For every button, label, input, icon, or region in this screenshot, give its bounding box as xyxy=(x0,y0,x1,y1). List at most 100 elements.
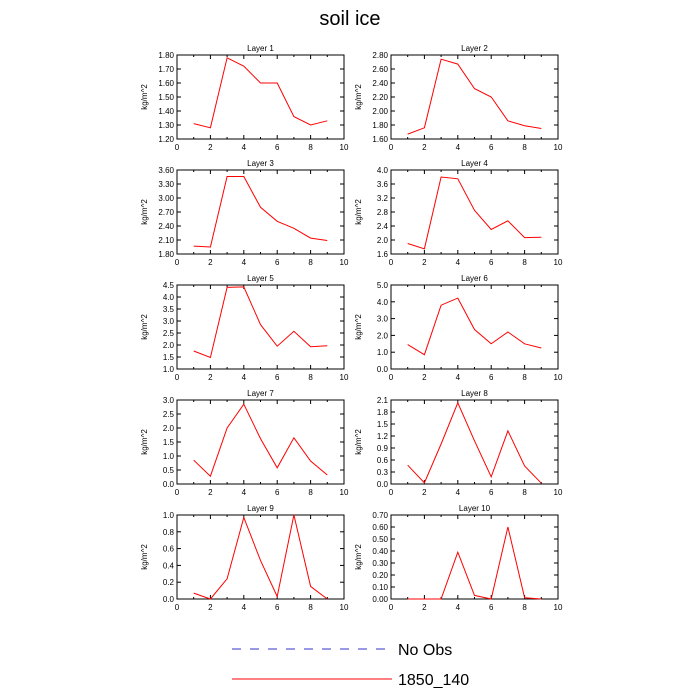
x-tick-label: 2 xyxy=(422,488,427,497)
series-line-1850-140 xyxy=(407,526,542,600)
x-tick-label: 6 xyxy=(275,258,280,267)
x-tick-label: 6 xyxy=(275,143,280,152)
y-tick-label: 0.0 xyxy=(377,480,389,489)
plot-frame xyxy=(176,284,345,370)
x-tick-label: 6 xyxy=(275,603,280,612)
plot-frame xyxy=(390,169,559,255)
x-tick-label: 8 xyxy=(308,488,313,497)
y-axis-label: kg/m^2 xyxy=(140,84,149,110)
plot-frame xyxy=(390,54,559,140)
y-tick-label: 1.5 xyxy=(377,420,389,429)
y-tick-label: 4.0 xyxy=(377,166,389,175)
x-tick-label: 10 xyxy=(554,603,563,612)
panels-group: Layer 1kg/m^20 2 4 6 8 101.201.301.401.501.60… xyxy=(140,44,563,612)
y-tick-label: 1.0 xyxy=(163,511,175,520)
panel-layer-2: Layer 2 kg/m^2 0 2 4 6 8 10 1.60 1.80 2.00 2.20 2.40… xyxy=(354,44,563,152)
plot-frame xyxy=(176,54,345,140)
y-tick-label: 1.50 xyxy=(158,93,174,102)
y-tick-label: 2.60 xyxy=(372,65,388,74)
y-tick-label: 0.10 xyxy=(372,583,388,592)
y-tick-label: 3.0 xyxy=(163,396,175,405)
x-tick-label: 10 xyxy=(340,373,349,382)
series-line-1850-140 xyxy=(407,176,542,250)
y-tick-label: 1.5 xyxy=(163,438,175,447)
legend-model-label: 1850_140 xyxy=(398,672,469,689)
y-tick-label: 3.60 xyxy=(158,166,174,175)
x-tick-label: 2 xyxy=(208,143,213,152)
y-tick-label: 1.0 xyxy=(377,348,389,357)
x-tick-label: 4 xyxy=(456,488,461,497)
y-tick-label: 0.20 xyxy=(372,571,388,580)
y-axis-label: kg/m^2 xyxy=(140,429,149,455)
y-tick-label: 3.2 xyxy=(377,194,389,203)
panel-title: Layer 7 xyxy=(247,389,274,398)
x-tick-label: 8 xyxy=(522,373,527,382)
y-tick-label: 0.30 xyxy=(372,559,388,568)
y-axis-label: kg/m^2 xyxy=(354,314,363,340)
x-tick-label: 4 xyxy=(456,373,461,382)
plot-frame xyxy=(176,399,345,485)
y-tick-label: 2.8 xyxy=(377,208,389,217)
x-tick-label: 6 xyxy=(489,373,494,382)
y-tick-label: 3.6 xyxy=(377,180,389,189)
x-tick-label: 2 xyxy=(422,603,427,612)
series-line-1850-140 xyxy=(193,514,328,600)
figure-title: soil ice xyxy=(319,8,381,30)
x-tick-label: 8 xyxy=(522,488,527,497)
y-tick-label: 0.9 xyxy=(377,444,389,453)
x-tick-label: 0 xyxy=(175,143,180,152)
x-tick-label: 0 xyxy=(389,488,394,497)
y-tick-label: 1.70 xyxy=(158,65,174,74)
series-line-1850-140 xyxy=(407,297,542,356)
x-tick-label: 6 xyxy=(489,488,494,497)
y-tick-label: 2.80 xyxy=(372,51,388,60)
panel-layer-10: Layer 10 kg/m^2 0 2 4 6 8 10 0.00 0.10 0.20 0.30 0.4… xyxy=(354,504,563,612)
x-tick-label: 4 xyxy=(456,143,461,152)
x-tick-label: 6 xyxy=(275,373,280,382)
x-tick-label: 8 xyxy=(308,603,313,612)
x-tick-label: 2 xyxy=(422,258,427,267)
x-tick-label: 2 xyxy=(208,603,213,612)
x-tick-label: 2 xyxy=(208,258,213,267)
x-tick-label: 10 xyxy=(554,488,563,497)
panel-layer-9: Layer 9 kg/m^2 0 2 4 6 8 10 0.0 0.2 0.4 0.6 0.8 1.0 xyxy=(140,504,349,612)
y-tick-label: 2.10 xyxy=(158,236,174,245)
x-tick-label: 8 xyxy=(522,258,527,267)
y-tick-label: 5.0 xyxy=(377,281,389,290)
panel-title: Layer 9 xyxy=(247,504,274,513)
panel-title: Layer 1 xyxy=(247,44,274,53)
x-tick-label: 4 xyxy=(242,258,247,267)
y-tick-label: 3.0 xyxy=(163,317,175,326)
y-tick-label: 2.4 xyxy=(377,222,389,231)
y-tick-label: 0.40 xyxy=(372,547,388,556)
y-tick-label: 0.5 xyxy=(163,466,175,475)
x-tick-label: 2 xyxy=(208,488,213,497)
panel-layer-4: Layer 4 kg/m^2 0 2 4 6 8 10 1.6 2.0 2.4 2.8 3.2 3.6 4.… xyxy=(354,159,563,267)
panel-layer-5: Layer 5 kg/m^2 0 2 4 6 8 10 1.0 1.5 2.0 2.5 3.0 3.5 4.… xyxy=(140,274,349,382)
y-tick-label: 0.60 xyxy=(372,523,388,532)
legend-no-obs-label: No Obs xyxy=(398,642,452,659)
y-tick-label: 0.8 xyxy=(163,528,175,537)
y-tick-label: 4.5 xyxy=(163,281,175,290)
x-tick-label: 10 xyxy=(340,258,349,267)
x-tick-label: 2 xyxy=(208,373,213,382)
series-line-1850-140 xyxy=(193,403,328,478)
series-line-1850-140 xyxy=(407,401,542,484)
x-tick-label: 6 xyxy=(275,488,280,497)
y-tick-label: 0.3 xyxy=(377,468,389,477)
x-tick-label: 0 xyxy=(175,603,180,612)
panel-title: Layer 3 xyxy=(247,159,274,168)
x-tick-label: 0 xyxy=(175,258,180,267)
panel-title: Layer 2 xyxy=(461,44,488,53)
y-axis-label: kg/m^2 xyxy=(354,199,363,225)
y-tick-label: 1.40 xyxy=(158,107,174,116)
y-tick-label: 1.60 xyxy=(372,135,388,144)
series-line-1850-140 xyxy=(193,57,328,129)
x-tick-label: 10 xyxy=(554,258,563,267)
panel-layer-6: Layer 6 kg/m^2 0 2 4 6 8 10 0.0 1.0 2.0 3.0 4.0 5.0 xyxy=(354,274,563,382)
x-tick-label: 4 xyxy=(456,603,461,612)
y-tick-label: 0.6 xyxy=(163,545,175,554)
y-tick-label: 3.30 xyxy=(158,180,174,189)
panel-title: Layer 8 xyxy=(461,389,488,398)
